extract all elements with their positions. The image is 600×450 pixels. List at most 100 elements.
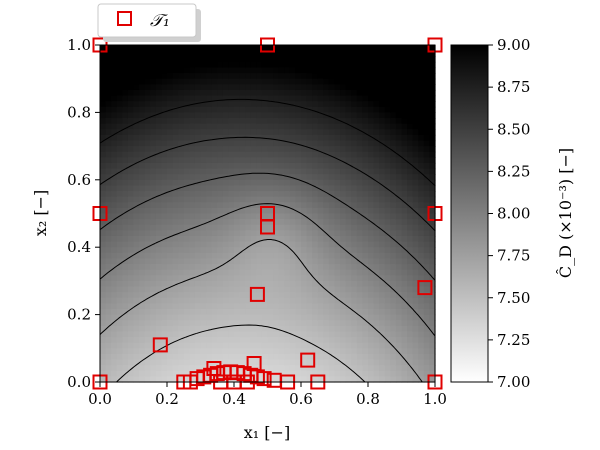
- contour-cell: [306, 224, 313, 231]
- colorbar-tick-label: 7.75: [497, 247, 530, 265]
- contour-cell: [407, 353, 414, 361]
- contour-cell: [356, 342, 364, 349]
- contour-cell: [228, 56, 235, 63]
- contour-cell: [172, 275, 179, 282]
- contour-cell: [155, 292, 163, 299]
- contour-cell: [412, 269, 419, 276]
- contour-cell: [384, 45, 391, 52]
- contour-cell: [362, 235, 369, 243]
- contour-cell: [228, 78, 235, 85]
- contour-cell: [183, 112, 190, 119]
- contour-cell: [334, 45, 341, 52]
- contour-cell: [245, 202, 252, 209]
- contour-cell: [139, 179, 146, 187]
- contour-cell: [284, 179, 291, 187]
- contour-cell: [261, 50, 269, 57]
- contour-cell: [306, 134, 313, 142]
- contour-cell: [167, 252, 174, 260]
- contour-cell: [362, 252, 369, 260]
- contour-cell: [183, 308, 190, 316]
- contour-cell: [217, 202, 224, 209]
- contour-cell: [317, 292, 324, 299]
- contour-cell: [206, 252, 213, 260]
- contour-cell: [418, 230, 425, 237]
- contour-cell: [133, 207, 140, 215]
- contour-cell: [334, 275, 341, 282]
- contour-cell: [412, 337, 419, 344]
- contour-cell: [401, 84, 408, 91]
- contour-cell: [418, 191, 425, 198]
- contour-cell: [116, 241, 123, 248]
- contour-cell: [228, 45, 235, 52]
- contour-cell: [351, 73, 358, 80]
- contour-cell: [189, 45, 196, 52]
- contour-cell: [161, 129, 168, 136]
- contour-cell: [111, 224, 118, 231]
- contour-cell: [384, 292, 391, 299]
- contour-cell: [116, 219, 123, 226]
- contour-cell: [116, 202, 123, 209]
- contour-cell: [155, 73, 163, 80]
- contour-cell: [379, 297, 386, 304]
- contour-cell: [217, 247, 224, 254]
- contour-cell: [273, 359, 280, 366]
- contour-cell: [301, 61, 308, 69]
- contour-cell: [295, 264, 302, 271]
- contour-cell: [217, 314, 224, 321]
- contour-cell: [423, 95, 431, 102]
- contour-cell: [334, 213, 341, 220]
- contour-cell: [234, 78, 241, 85]
- contour-cell: [122, 224, 129, 231]
- contour-cell: [379, 67, 386, 74]
- contour-cell: [312, 280, 319, 288]
- y-tick-label: 0.8: [67, 103, 91, 121]
- contour-cell: [228, 67, 235, 74]
- contour-cell: [206, 370, 213, 377]
- contour-cell: [189, 337, 196, 344]
- contour-cell: [245, 191, 252, 198]
- contour-cell: [412, 235, 419, 243]
- contour-cell: [183, 106, 190, 113]
- contour-cell: [228, 219, 235, 226]
- contour-cell: [155, 134, 163, 142]
- contour-cell: [384, 207, 391, 215]
- contour-cell: [206, 308, 213, 316]
- y-tick-label: 0.6: [67, 171, 91, 189]
- contour-cell: [139, 95, 146, 102]
- contour-cell: [167, 123, 174, 130]
- contour-cell: [423, 247, 431, 254]
- contour-cell: [122, 101, 129, 108]
- contour-cell: [412, 129, 419, 136]
- contour-cell: [116, 95, 123, 102]
- contour-cell: [155, 191, 163, 198]
- contour-cell: [295, 185, 302, 192]
- contour-cell: [362, 370, 369, 377]
- contour-cell: [111, 219, 118, 226]
- contour-cell: [144, 292, 151, 299]
- contour-cell: [206, 123, 213, 130]
- contour-cell: [317, 331, 324, 338]
- contour-cell: [401, 376, 408, 383]
- contour-cell: [150, 146, 157, 153]
- contour-cell: [111, 146, 118, 153]
- contour-cell: [323, 134, 330, 142]
- contour-cell: [395, 179, 403, 187]
- contour-cell: [194, 241, 202, 248]
- contour-cell: [161, 162, 168, 170]
- contour-cell: [340, 168, 347, 175]
- contour-cell: [127, 123, 135, 130]
- contour-cell: [345, 106, 352, 113]
- contour-cell: [234, 50, 241, 57]
- contour-cell: [100, 61, 107, 69]
- contour-cell: [407, 56, 414, 63]
- contour-cell: [167, 89, 174, 97]
- contour-cell: [278, 118, 285, 125]
- contour-cell: [401, 353, 408, 361]
- contour-cell: [284, 314, 291, 321]
- contour-line: [100, 172, 435, 281]
- contour-cell: [289, 353, 297, 361]
- contour-cell: [211, 106, 218, 113]
- contour-cell: [267, 303, 274, 310]
- contour-cell: [183, 247, 190, 254]
- contour-cell: [356, 370, 364, 377]
